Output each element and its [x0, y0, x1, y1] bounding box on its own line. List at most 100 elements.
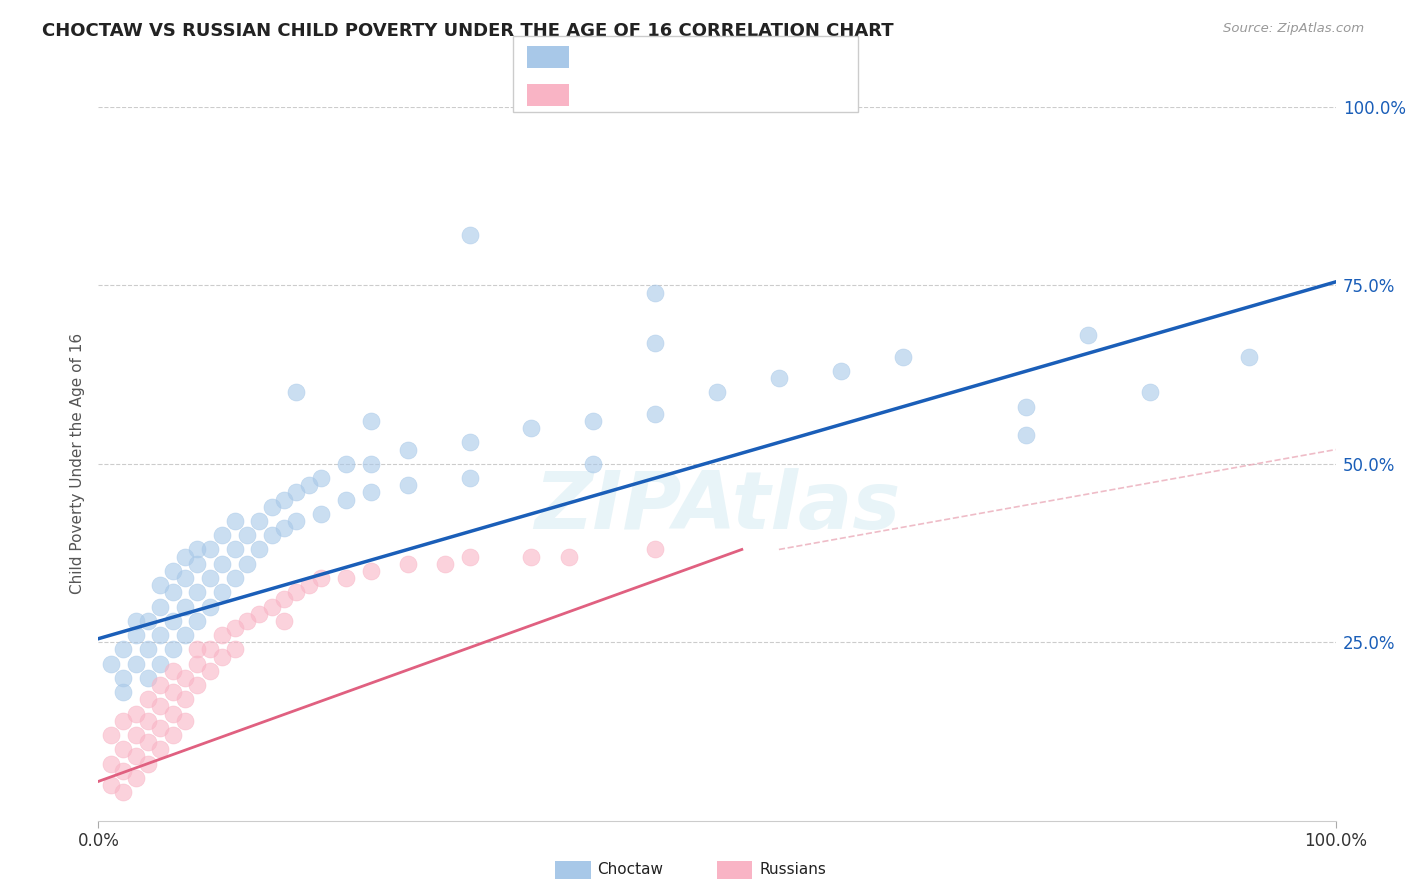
Point: [458, 228, 481, 243]
Point: [360, 457, 382, 471]
Point: [458, 549, 481, 564]
Point: [186, 614, 208, 628]
Point: [100, 657, 122, 671]
Point: [247, 542, 270, 557]
Point: [433, 557, 456, 571]
Point: [582, 457, 605, 471]
Point: [174, 714, 197, 728]
Point: [273, 492, 295, 507]
Point: [285, 585, 308, 599]
Point: [198, 664, 221, 678]
Point: [136, 756, 159, 771]
Point: [520, 421, 543, 435]
Point: [247, 514, 270, 528]
Text: Russians: Russians: [759, 863, 827, 877]
Point: [136, 642, 159, 657]
Point: [360, 564, 382, 578]
Point: [211, 649, 233, 664]
Point: [396, 478, 419, 492]
Text: R =: R =: [579, 48, 616, 66]
Point: [112, 742, 135, 756]
Point: [273, 614, 295, 628]
Point: [830, 364, 852, 378]
Point: [136, 692, 159, 706]
Point: [112, 642, 135, 657]
Point: [458, 435, 481, 450]
Point: [298, 578, 321, 592]
Point: [162, 664, 184, 678]
Point: [644, 285, 666, 300]
Point: [335, 492, 357, 507]
Point: [149, 657, 172, 671]
Point: [100, 778, 122, 792]
Point: [260, 500, 283, 514]
Point: [224, 542, 246, 557]
Point: [174, 599, 197, 614]
Point: [285, 485, 308, 500]
Text: CHOCTAW VS RUSSIAN CHILD POVERTY UNDER THE AGE OF 16 CORRELATION CHART: CHOCTAW VS RUSSIAN CHILD POVERTY UNDER T…: [42, 22, 894, 40]
Point: [162, 564, 184, 578]
Point: [186, 542, 208, 557]
Point: [124, 628, 146, 642]
Point: [136, 714, 159, 728]
Point: [396, 442, 419, 457]
Point: [644, 407, 666, 421]
Point: [174, 549, 197, 564]
Text: ZIPAtlas: ZIPAtlas: [534, 467, 900, 546]
Point: [198, 642, 221, 657]
Point: [162, 728, 184, 742]
Point: [309, 507, 332, 521]
Point: [149, 699, 172, 714]
Point: [211, 557, 233, 571]
Point: [124, 706, 146, 721]
Text: 0.551: 0.551: [630, 48, 682, 66]
Point: [124, 657, 146, 671]
Point: [644, 335, 666, 350]
Point: [236, 528, 259, 542]
Point: [224, 571, 246, 585]
Point: [149, 678, 172, 692]
Point: [247, 607, 270, 621]
Point: [1237, 350, 1260, 364]
Point: [112, 714, 135, 728]
Point: [162, 585, 184, 599]
Point: [186, 557, 208, 571]
Point: [186, 642, 208, 657]
Point: [1077, 328, 1099, 343]
Point: [136, 671, 159, 685]
Point: [162, 685, 184, 699]
Point: [198, 599, 221, 614]
Point: [236, 614, 259, 628]
Point: [285, 514, 308, 528]
Point: [174, 571, 197, 585]
Text: 74: 74: [749, 48, 773, 66]
Point: [211, 585, 233, 599]
Point: [1015, 400, 1038, 414]
Point: [360, 485, 382, 500]
Point: [891, 350, 914, 364]
Point: [100, 728, 122, 742]
Point: [149, 599, 172, 614]
Point: [557, 549, 579, 564]
Point: [582, 414, 605, 428]
Point: [335, 457, 357, 471]
Point: [224, 642, 246, 657]
Point: [100, 756, 122, 771]
Point: [1139, 385, 1161, 400]
Point: [162, 614, 184, 628]
Text: Choctaw: Choctaw: [598, 863, 664, 877]
Point: [124, 749, 146, 764]
Point: [458, 471, 481, 485]
Text: Source: ZipAtlas.com: Source: ZipAtlas.com: [1223, 22, 1364, 36]
Point: [224, 514, 246, 528]
Text: 51: 51: [749, 86, 772, 103]
Point: [273, 521, 295, 535]
Point: [174, 671, 197, 685]
Point: [124, 728, 146, 742]
Point: [211, 628, 233, 642]
Point: [768, 371, 790, 385]
Point: [285, 385, 308, 400]
Point: [124, 614, 146, 628]
Point: [112, 764, 135, 778]
Point: [260, 528, 283, 542]
